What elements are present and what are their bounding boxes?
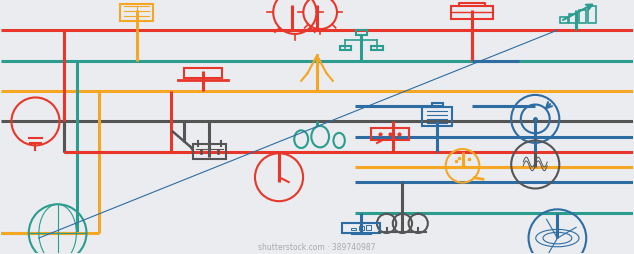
Bar	[451, 7, 493, 20]
Bar	[184, 69, 222, 79]
Bar	[588, 7, 596, 23]
Ellipse shape	[294, 131, 308, 148]
Bar	[432, 104, 443, 107]
Bar	[342, 223, 380, 233]
Bar	[372, 46, 383, 51]
Bar	[366, 225, 372, 230]
Bar	[579, 11, 586, 23]
Bar	[569, 14, 577, 23]
Ellipse shape	[311, 126, 329, 148]
Ellipse shape	[333, 133, 345, 148]
Bar	[422, 107, 453, 126]
Bar	[560, 18, 567, 23]
Text: shutterstock.com · 389740987: shutterstock.com · 389740987	[258, 242, 376, 251]
Bar	[193, 145, 226, 160]
Bar	[351, 228, 356, 230]
Bar	[371, 129, 409, 141]
Bar	[120, 5, 153, 22]
Bar	[340, 46, 351, 51]
Bar	[359, 226, 364, 230]
Bar	[356, 31, 367, 36]
